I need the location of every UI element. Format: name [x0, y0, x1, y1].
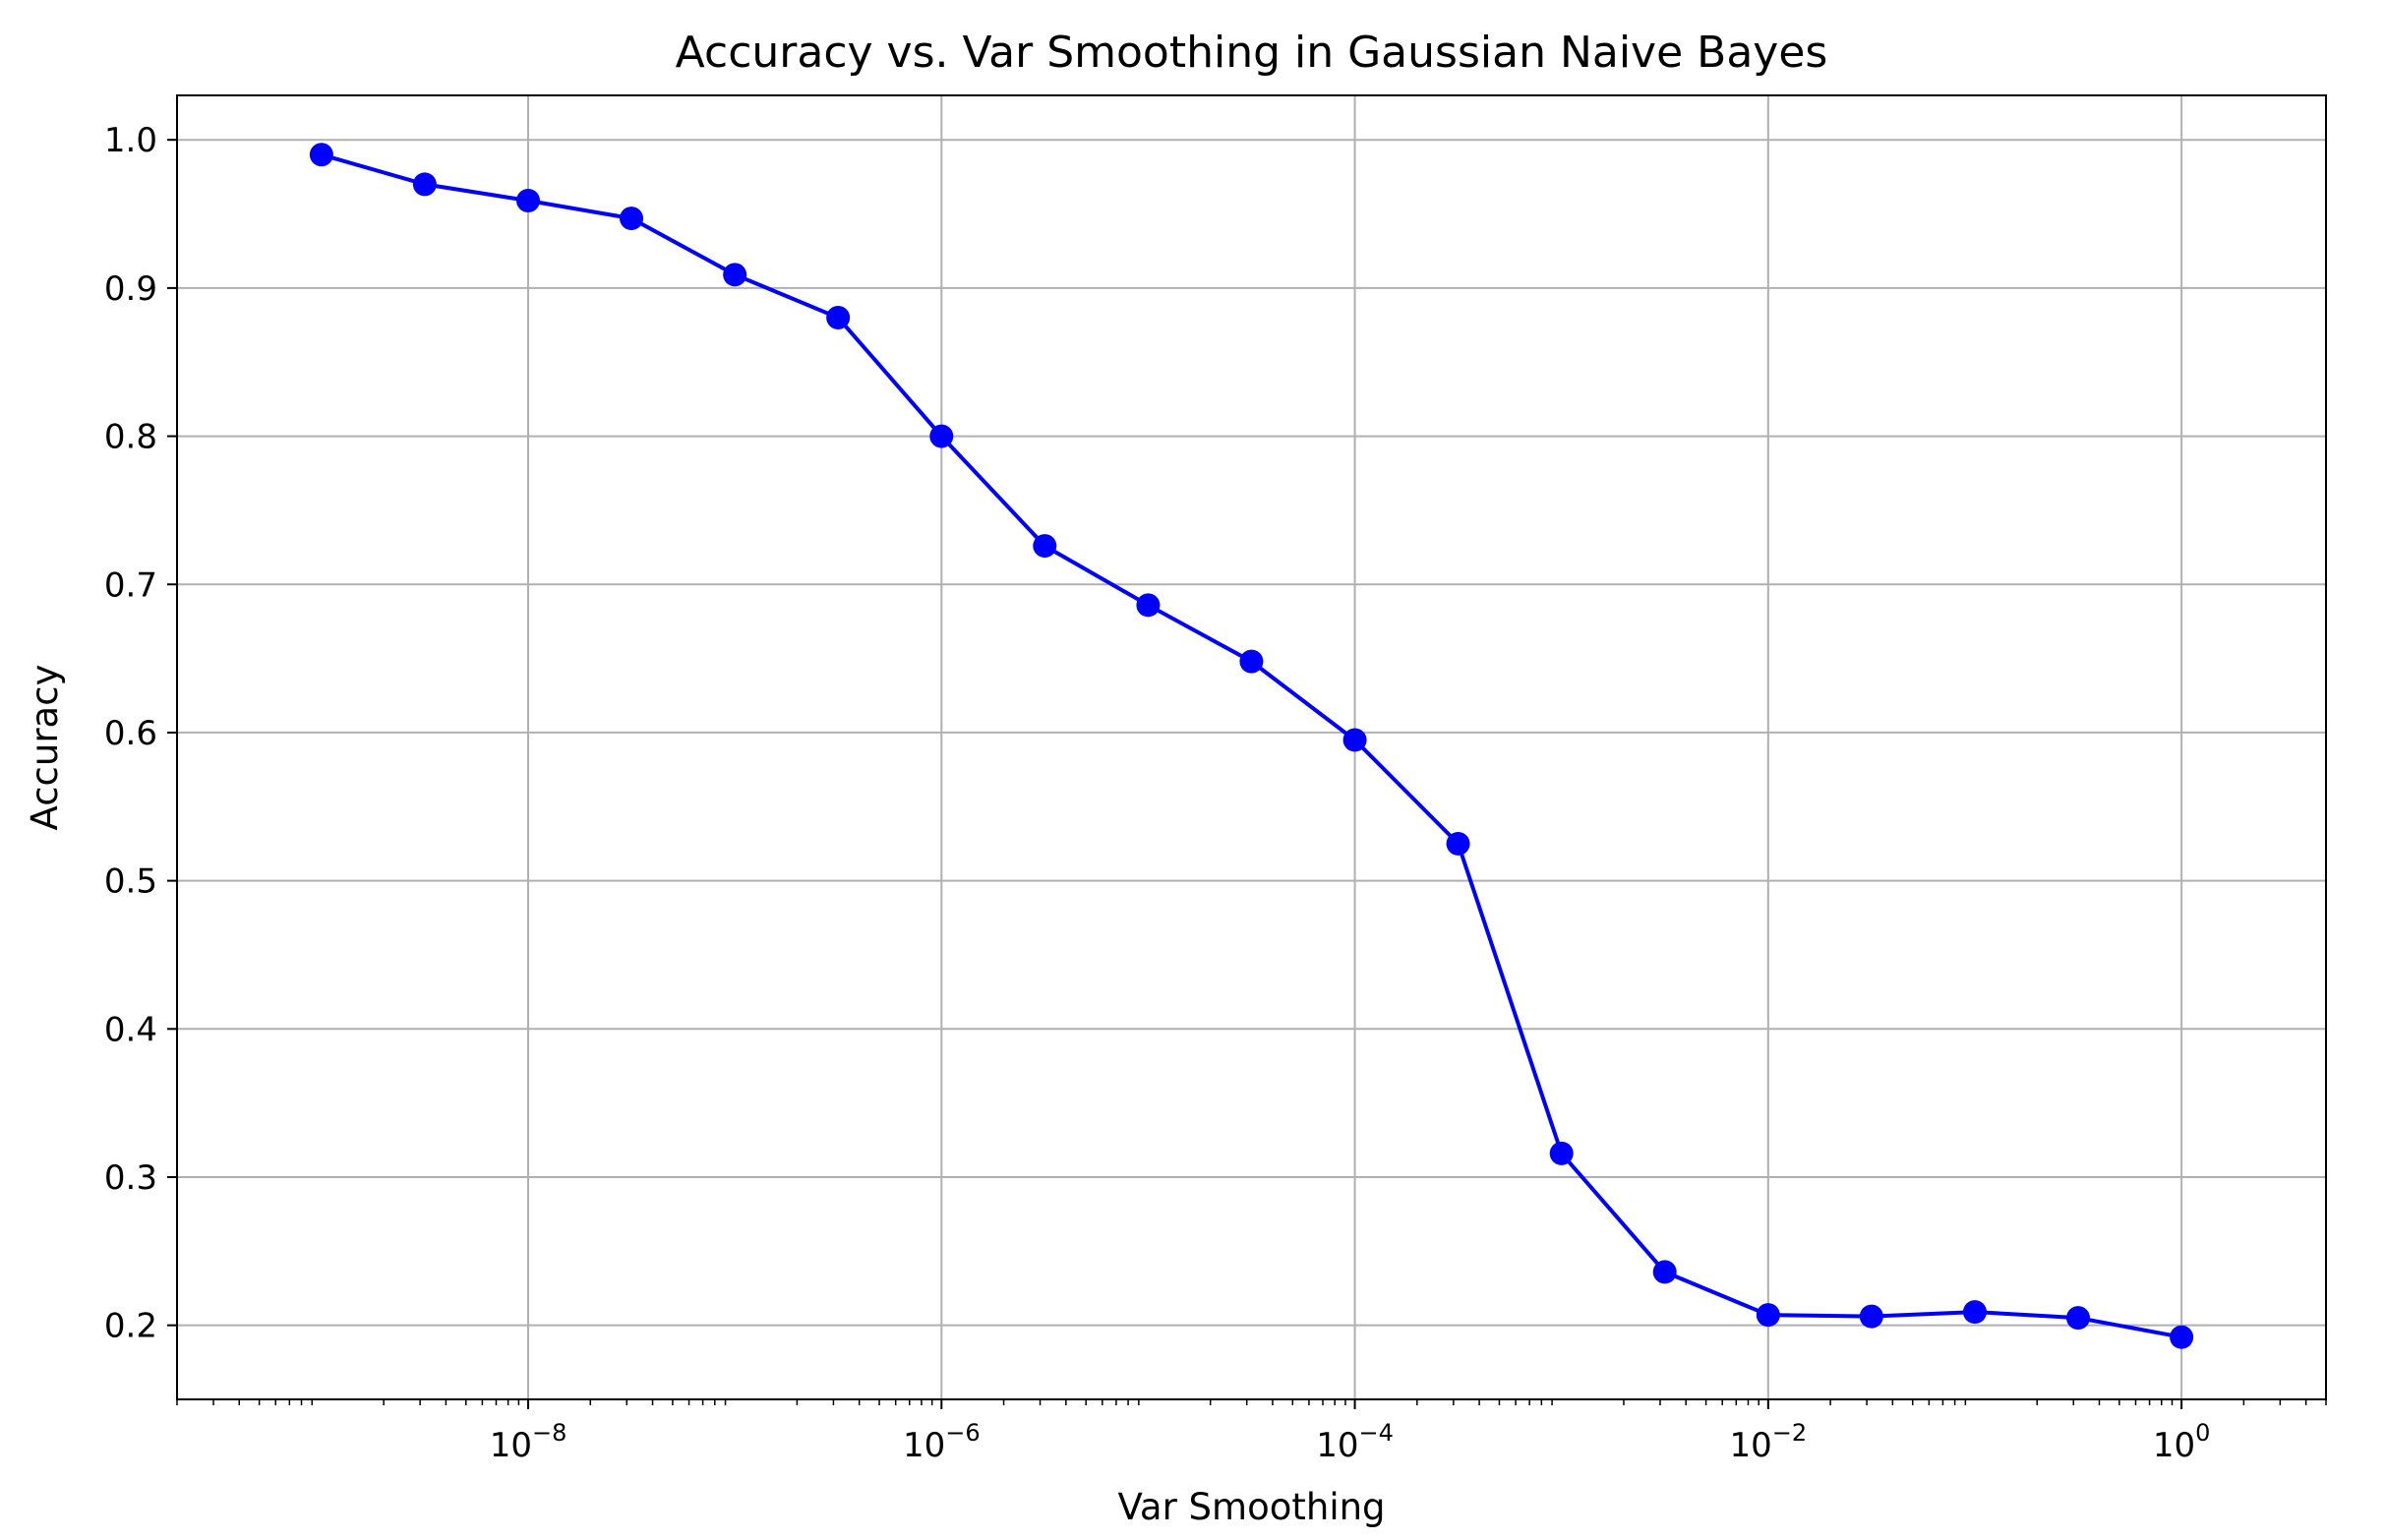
x-tick-label: 10−6	[903, 1419, 981, 1465]
data-point	[1962, 1300, 1987, 1325]
data-point	[1652, 1260, 1677, 1284]
data-point	[2170, 1325, 2194, 1349]
data-point	[1239, 649, 1264, 674]
y-tick-label: 0.2	[104, 1307, 157, 1346]
y-tick-label: 0.7	[104, 565, 157, 605]
data-point	[1549, 1141, 1574, 1165]
data-point	[2065, 1306, 2090, 1331]
data-point	[929, 424, 954, 448]
data-point	[620, 207, 644, 231]
data-point	[412, 172, 437, 197]
y-axis-label: Accuracy	[24, 665, 66, 831]
y-tick-label: 1.0	[104, 121, 157, 160]
grid	[177, 95, 2326, 1399]
x-tick-label: 10−4	[1316, 1419, 1394, 1465]
y-tick-label: 0.4	[104, 1010, 157, 1049]
series-line	[321, 152, 2182, 1339]
data-point	[1446, 831, 1470, 856]
series-layer	[309, 143, 2194, 1349]
data-point	[723, 263, 747, 287]
data-point	[1859, 1304, 1883, 1329]
data-point	[1756, 1303, 1780, 1328]
plot-area-frame	[176, 94, 2327, 1400]
y-tick-label: 0.8	[104, 418, 157, 457]
y-tick-label: 0.6	[104, 714, 157, 753]
x-axis-label: Var Smoothing	[1117, 1486, 1385, 1528]
x-tick-label: 10−2	[1730, 1419, 1808, 1465]
ticks: 0.2 0.3 0.4 0.5 0.6 0.7 0.8 0.9 1.0 10−8 10−6 10−4 1…	[104, 121, 2327, 1465]
chart-title: Accuracy vs. Var Smoothing in Gaussian N…	[676, 28, 1828, 78]
data-point	[1033, 534, 1057, 559]
y-tick-label: 0.5	[104, 862, 157, 902]
y-tick-label: 0.3	[104, 1158, 157, 1198]
data-point	[1136, 593, 1161, 618]
data-point	[1342, 728, 1367, 752]
x-tick-label: 10−8	[490, 1419, 567, 1465]
data-point	[309, 143, 333, 167]
data-point	[826, 306, 851, 330]
data-point	[516, 188, 541, 212]
y-tick-label: 0.9	[104, 269, 157, 309]
x-tick-label: 100	[2153, 1419, 2211, 1465]
